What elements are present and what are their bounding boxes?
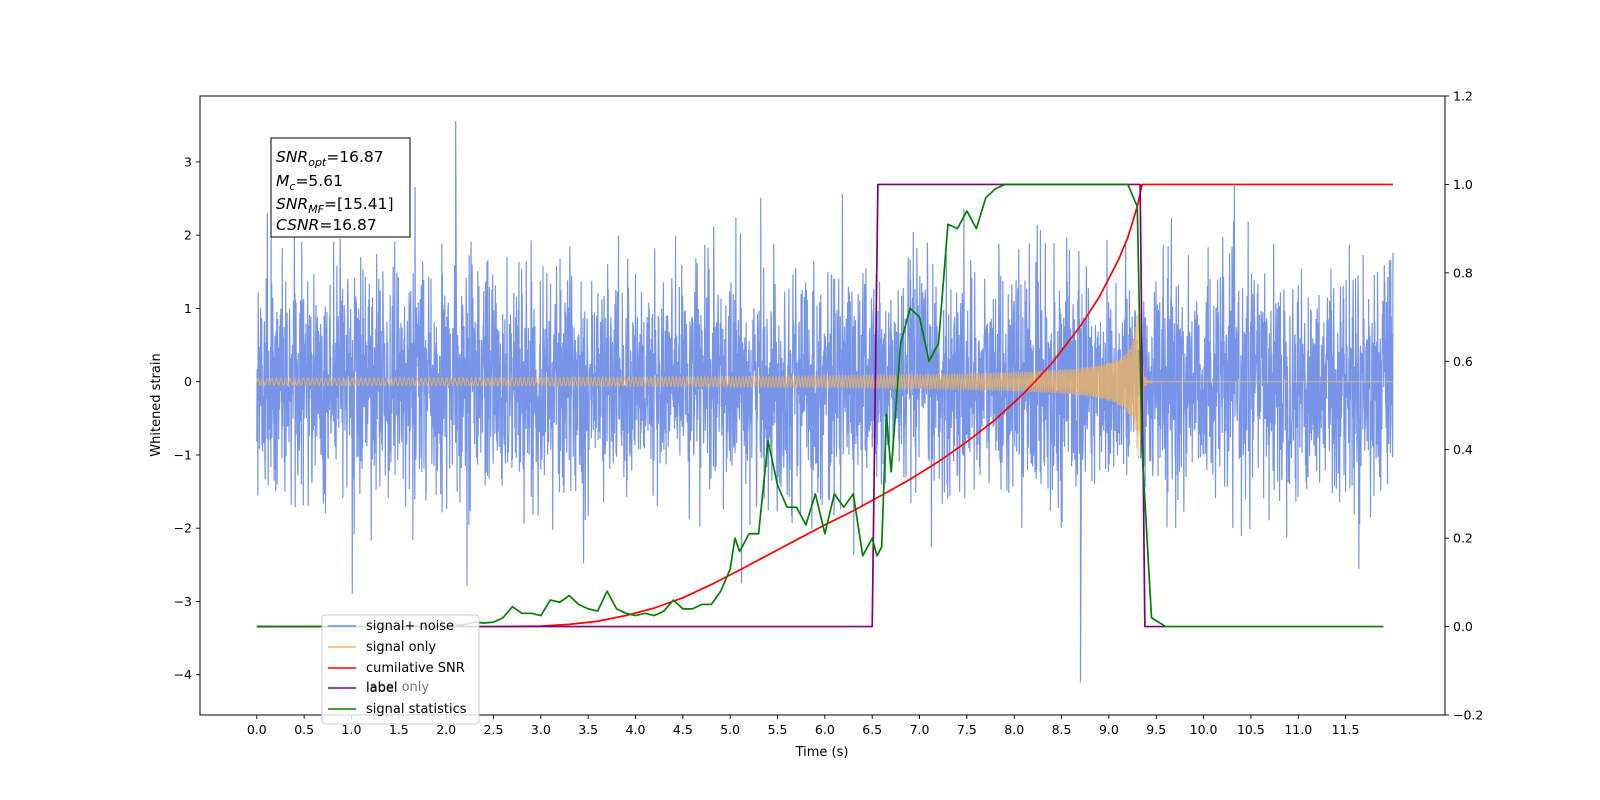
x-tick-label: 3.0 <box>531 722 551 737</box>
y-right-tick-label: 1.0 <box>1453 177 1473 192</box>
annotation-csnr: CSNR=16.87 <box>276 216 377 234</box>
series-cumilative-snr <box>256 183 1393 628</box>
x-axis-label: Time (s) <box>795 745 849 760</box>
y-right-tick-label: 0.6 <box>1453 354 1473 369</box>
x-tick-label: 0.5 <box>294 722 314 737</box>
y-left-tick-label: −1 <box>174 447 192 462</box>
y-axis-left: 3 2 1 0 −1 −2 −3 −4 <box>174 154 200 682</box>
y-axis-label: Whitened strain <box>149 353 164 456</box>
y-left-tick-label: 3 <box>184 154 192 169</box>
x-tick-label: 5.5 <box>768 722 788 737</box>
y-left-tick-label: 2 <box>184 228 192 243</box>
x-tick-label: 2.0 <box>436 722 456 737</box>
legend-label-signal-only: signal only <box>366 640 436 655</box>
legend-item-signal-statistics: signal statistics <box>328 702 467 717</box>
legend-item-cumulative-snr: cumilative SNR <box>328 661 465 676</box>
x-tick-label: 6.5 <box>862 722 882 737</box>
annotation-mc: Mc=5.61 <box>276 172 343 193</box>
y-right-tick-label: 1.2 <box>1453 89 1473 104</box>
annotation-snr-mf: SNRMF=[15.41] <box>276 195 394 216</box>
y-right-tick-label: 0.2 <box>1453 531 1473 546</box>
legend-item-signal-only: signal only <box>328 640 436 655</box>
x-tick-label: 8.5 <box>1052 722 1072 737</box>
series-layer <box>256 121 1394 683</box>
legend-item-label: label <box>328 681 397 696</box>
x-tick-label: 2.5 <box>484 722 504 737</box>
y-right-tick-label: 0.8 <box>1453 265 1473 280</box>
plot-frame <box>199 95 1446 716</box>
series-signal-noise <box>256 121 1394 683</box>
y-left-tick-label: −4 <box>174 667 192 682</box>
legend-label-signal-statistics: signal statistics <box>366 702 467 717</box>
x-tick-label: 4.0 <box>626 722 646 737</box>
legend-shadow-text: label only <box>366 680 429 695</box>
x-tick-label: 8.0 <box>1004 722 1024 737</box>
legend-label-cumulative-snr: cumilative SNR <box>366 661 465 676</box>
x-tick-label: 11.0 <box>1284 722 1312 737</box>
x-tick-label: 0.0 <box>247 722 267 737</box>
y-right-tick-label: 0.0 <box>1453 619 1473 634</box>
legend-item-signal-noise: signal+ noise <box>328 619 454 634</box>
annotation-box: SNRopt=16.87 Mc=5.61 SNRMF=[15.41] CSNR=… <box>270 137 411 238</box>
x-tick-label: 9.0 <box>1099 722 1119 737</box>
x-tick-label: 7.5 <box>957 722 977 737</box>
legend-label-signal-noise: signal+ noise <box>366 619 454 634</box>
legend-frame <box>321 614 480 725</box>
x-tick-label: 7.0 <box>910 722 930 737</box>
annotation-frame <box>270 137 411 238</box>
series-signal-only <box>256 305 1393 459</box>
x-tick-label: 11.5 <box>1332 722 1360 737</box>
legend-label-label: label <box>366 681 397 696</box>
annotation-snr-opt: SNRopt=16.87 <box>276 148 384 169</box>
x-tick-label: 6.0 <box>815 722 835 737</box>
x-axis: 0.0 0.5 1.0 1.5 2.0 2.5 3.0 3.5 4.0 4.5 5.0 5.5 6.0 6… <box>247 715 1360 737</box>
x-tick-label: 3.5 <box>578 722 598 737</box>
y-axis-right: 1.2 1.0 0.8 0.6 0.4 0.2 0.0 −0.2 <box>1445 89 1483 723</box>
x-tick-label: 5.0 <box>720 722 740 737</box>
x-tick-label: 9.5 <box>1146 722 1166 737</box>
series-signal-statistics <box>256 183 1384 628</box>
legend: label only signal+ noise signal only cum… <box>321 614 480 725</box>
y-left-tick-label: 1 <box>184 301 192 316</box>
y-right-tick-label: 0.4 <box>1453 442 1473 457</box>
x-tick-label: 10.0 <box>1190 722 1218 737</box>
y-left-tick-label: −2 <box>174 521 192 536</box>
y-left-tick-label: −3 <box>174 594 192 609</box>
x-tick-label: 1.0 <box>342 722 362 737</box>
y-right-tick-label: −0.2 <box>1453 708 1483 723</box>
y-left-tick-label: 0 <box>184 374 192 389</box>
x-tick-label: 10.5 <box>1237 722 1265 737</box>
x-tick-label: 1.5 <box>389 722 409 737</box>
x-tick-label: 4.5 <box>673 722 693 737</box>
